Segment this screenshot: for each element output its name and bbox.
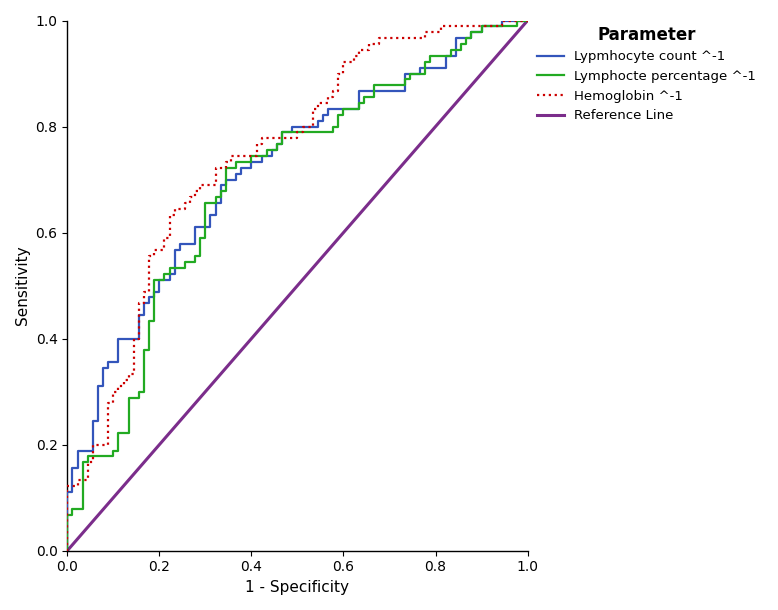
Y-axis label: Sensitivity: Sensitivity bbox=[15, 246, 30, 325]
Legend: Lypmhocyte count ^-1, Lymphocte percentage ^-1, Hemoglobin ^-1, Reference Line: Lypmhocyte count ^-1, Lymphocte percenta… bbox=[532, 21, 762, 127]
X-axis label: 1 - Specificity: 1 - Specificity bbox=[245, 580, 349, 595]
